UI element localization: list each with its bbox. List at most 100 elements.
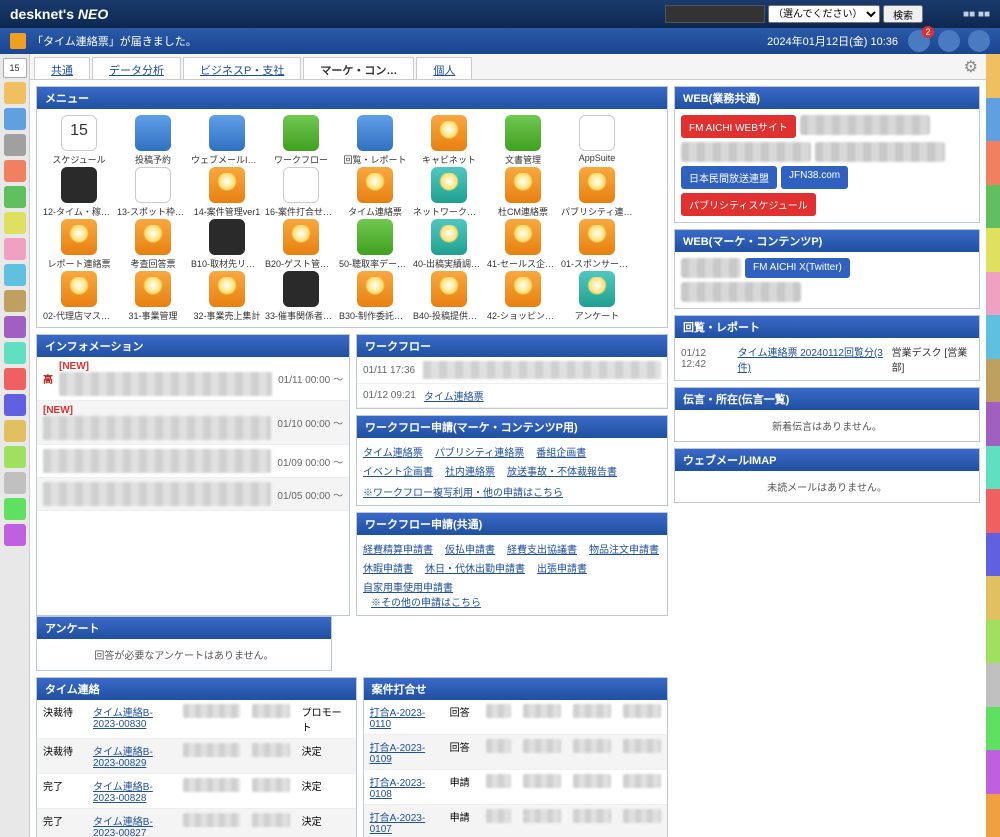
table-row[interactable]: 決裁待タイム連絡B-2023-00830プロモート <box>37 700 356 739</box>
menu-item-14[interactable]: 杜CM連絡票 <box>487 167 559 217</box>
kairan-link[interactable]: タイム連絡票 20240112回覧分(3件) <box>738 344 884 374</box>
menu-item-25[interactable]: 31-事業管理 <box>117 271 189 321</box>
tab-3[interactable]: マーケ・コン… <box>303 57 414 79</box>
right-tab-16[interactable] <box>986 750 1000 794</box>
menu-item-30[interactable]: 42-ショッピング… <box>487 271 559 321</box>
menu-item-7[interactable]: AppSuite <box>561 115 633 165</box>
menu-item-16[interactable]: レポート連絡票 <box>43 219 115 269</box>
web-button[interactable]: FM AICHI WEBサイト <box>681 115 796 138</box>
right-tab-5[interactable] <box>986 272 1000 316</box>
menu-item-19[interactable]: B20-ゲスト管理ver2 <box>265 219 337 269</box>
rail-item-4[interactable] <box>4 186 26 208</box>
right-tab-4[interactable] <box>986 228 1000 272</box>
right-tab-15[interactable] <box>986 707 1000 751</box>
rail-item-10[interactable] <box>4 342 26 364</box>
menu-item-6[interactable]: 文書管理 <box>487 115 559 165</box>
wf-link[interactable]: 物品注文申請書 <box>589 541 659 556</box>
menu-item-26[interactable]: 32-事業売上集計 <box>191 271 263 321</box>
rail-item-15[interactable] <box>4 472 26 494</box>
wf-link[interactable]: 出張申請書 <box>537 560 587 575</box>
rail-calendar[interactable]: 15 <box>3 58 27 78</box>
wf-link[interactable]: 社内連絡票 <box>445 463 495 478</box>
table-row[interactable]: 完了タイム連絡B-2023-00828決定 <box>37 774 356 809</box>
right-tab-14[interactable] <box>986 663 1000 707</box>
menu-item-3[interactable]: ワークフロー <box>265 115 337 165</box>
rail-item-16[interactable] <box>4 498 26 520</box>
rail-item-11[interactable] <box>4 368 26 390</box>
right-tab-2[interactable] <box>986 141 1000 185</box>
info-row[interactable]: 01/09 00:00 ～ <box>37 445 349 478</box>
right-tab-11[interactable] <box>986 533 1000 577</box>
info-row[interactable]: 01/05 00:00 ～ <box>37 478 349 511</box>
tab-2[interactable]: ビジネスP・支社 <box>183 57 301 79</box>
menu-item-23[interactable]: 01-スポンサーマ… <box>561 219 633 269</box>
right-tab-13[interactable] <box>986 620 1000 664</box>
wf-link[interactable]: 休暇申請書 <box>363 560 413 575</box>
rail-item-12[interactable] <box>4 394 26 416</box>
menu-item-1[interactable]: 投稿予約 <box>117 115 189 165</box>
search-input[interactable] <box>665 5 765 23</box>
right-tab-0[interactable] <box>986 54 1000 98</box>
rail-item-3[interactable] <box>4 160 26 182</box>
right-tab-8[interactable] <box>986 402 1000 446</box>
web-button[interactable]: FM AICHI X(Twitter) <box>745 258 850 278</box>
rail-item-9[interactable] <box>4 316 26 338</box>
menu-item-5[interactable]: キャビネット <box>413 115 485 165</box>
rail-item-2[interactable] <box>4 134 26 156</box>
chat-icon[interactable] <box>938 30 960 52</box>
wf-link[interactable]: 経費精算申請書 <box>363 541 433 556</box>
web-button[interactable]: 日本民間放送連盟 <box>681 166 777 189</box>
menu-item-13[interactable]: ネットワーク作業… <box>413 167 485 217</box>
menu-item-8[interactable]: 12-タイム・稼事… <box>43 167 115 217</box>
menu-item-28[interactable]: B30-制作委託発注票 <box>339 271 411 321</box>
menu-item-15[interactable]: パブリシティ連絡票 <box>561 167 633 217</box>
wf-note-link[interactable]: ※その他の申請はこちら <box>371 598 481 609</box>
info-row[interactable]: [NEW]01/10 00:00 ～ <box>37 401 349 445</box>
rail-item-13[interactable] <box>4 420 26 442</box>
menu-item-17[interactable]: 考査回答票 <box>117 219 189 269</box>
wf-link[interactable]: 仮払申請書 <box>445 541 495 556</box>
wf-link[interactable]: 放送事故・不体裁報告書 <box>507 463 617 478</box>
right-tab-6[interactable] <box>986 315 1000 359</box>
menu-item-27[interactable]: 33-催事関係者情… <box>265 271 337 321</box>
wf-link[interactable]: パブリシティ連絡票 <box>435 444 524 459</box>
wf-link[interactable]: 経費支出協議書 <box>507 541 577 556</box>
menu-item-24[interactable]: 02-代理店マスタ… <box>43 271 115 321</box>
rail-item-14[interactable] <box>4 446 26 468</box>
tab-4[interactable]: 個人 <box>416 57 472 79</box>
rail-item-17[interactable] <box>4 524 26 546</box>
table-row[interactable]: 完了タイム連絡B-2023-00827決定 <box>37 809 356 837</box>
rail-item-6[interactable] <box>4 238 26 260</box>
menu-item-11[interactable]: 16-案件打合せシ… <box>265 167 337 217</box>
menu-item-29[interactable]: B40-投稿提供委託… <box>413 271 485 321</box>
table-row[interactable]: 打合A-2023-0109回答 <box>364 735 667 770</box>
alert-icon[interactable] <box>908 30 930 52</box>
gear-icon[interactable]: ⚙ <box>964 57 978 77</box>
menu-item-4[interactable]: 回覧・レポート <box>339 115 411 165</box>
tab-1[interactable]: データ分析 <box>92 57 181 79</box>
wf-link[interactable]: イベント企画書 <box>363 463 433 478</box>
menu-item-18[interactable]: B10-取材先リスト <box>191 219 263 269</box>
rail-item-0[interactable] <box>4 82 26 104</box>
wf-link[interactable]: 自家用車使用申請書 <box>363 579 453 594</box>
tab-0[interactable]: 共通 <box>34 57 90 79</box>
wf-link[interactable]: タイム連絡票 <box>363 444 423 459</box>
search-button[interactable]: 検索 <box>883 5 923 23</box>
rail-item-5[interactable] <box>4 212 26 234</box>
right-tab-1[interactable] <box>986 98 1000 142</box>
search-select[interactable]: （選んでください） <box>768 5 880 23</box>
right-tab-12[interactable] <box>986 576 1000 620</box>
rail-item-7[interactable] <box>4 264 26 286</box>
wf-link[interactable]: 休日・代休出勤申請書 <box>425 560 525 575</box>
wf-note-link[interactable]: ※ワークフロー複写利用・他の申請はこちら <box>363 484 661 499</box>
menu-item-9[interactable]: 13-スポット枠競… <box>117 167 189 217</box>
right-tab-10[interactable] <box>986 489 1000 533</box>
menu-item-21[interactable]: 40-出稿実績調査… <box>413 219 485 269</box>
menu-item-2[interactable]: ウェブメールIMAP <box>191 115 263 165</box>
menu-item-31[interactable]: アンケート <box>561 271 633 321</box>
table-row[interactable]: 打合A-2023-0110回答 <box>364 700 667 735</box>
right-tab-17[interactable] <box>986 794 1000 837</box>
table-row[interactable]: 打合A-2023-0108申請 <box>364 770 667 805</box>
right-tab-7[interactable] <box>986 359 1000 403</box>
user-icon[interactable] <box>968 30 990 52</box>
